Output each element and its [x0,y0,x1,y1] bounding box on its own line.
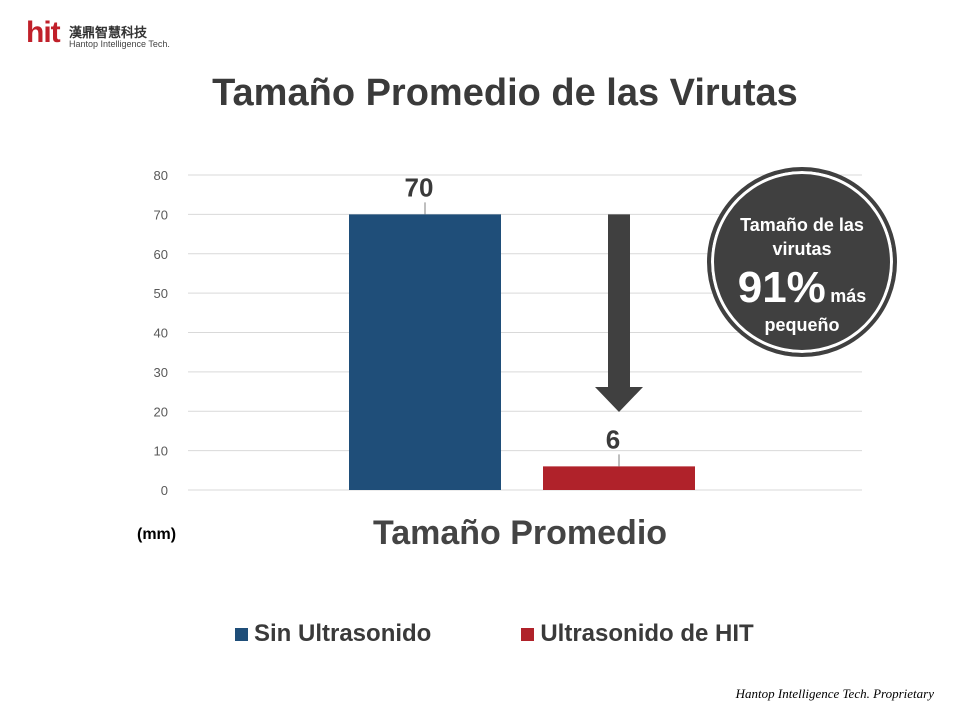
logo-chinese-name: 漢鼎智慧科技 [69,26,148,41]
logo-english-name: Hantop Intelligence Tech. [69,39,170,49]
x-category-label: Tamaño Promedio [372,514,668,552]
bar-2 [543,466,695,490]
legend-label-series1: Sin Ultrasonido [254,620,432,647]
legend-swatch-series1 [235,627,248,641]
y-tick-label: 80 [154,168,168,183]
y-tick-label: 0 [161,483,168,498]
reduction-badge: Tamaño de las virutas 91% más pequeño [707,167,897,357]
badge-line1: Tamaño de las virutas [740,215,864,259]
y-tick-label: 40 [154,326,168,341]
badge-suffix: más [830,286,867,306]
legend-item-sin-ultrasonido: Sin Ultrasonido [235,620,431,648]
y-tick-label: 60 [154,247,168,262]
badge-line2: 91% más [711,263,893,313]
badge-percent: 91% [737,263,826,312]
badge-line3: pequeño [764,315,840,335]
y-tick-label: 30 [154,365,168,380]
data-label: 70 [405,172,434,202]
y-tick-label: 10 [154,444,168,459]
legend-label-series2: Ultrasonido de HIT [540,620,754,647]
legend-item-ultrasonido-hit: Ultrasonido de HIT [521,620,754,648]
data-label: 6 [606,424,620,454]
logo-hit-mark: hit [26,16,61,49]
legend-swatch-series2 [521,627,535,641]
y-tick-label: 20 [154,404,168,419]
unit-label: (mm) [137,526,177,543]
legend: Sin Ultrasonido Ultrasonido de HIT [235,620,754,648]
footer-proprietary: Hantop Intelligence Tech. Proprietary [735,686,934,701]
bar-1 [349,214,501,490]
page-title: Tamaño Promedio de las Virutas [212,72,798,114]
y-tick-label: 50 [154,286,168,301]
y-tick-label: 70 [154,207,168,222]
down-arrow [595,214,643,412]
